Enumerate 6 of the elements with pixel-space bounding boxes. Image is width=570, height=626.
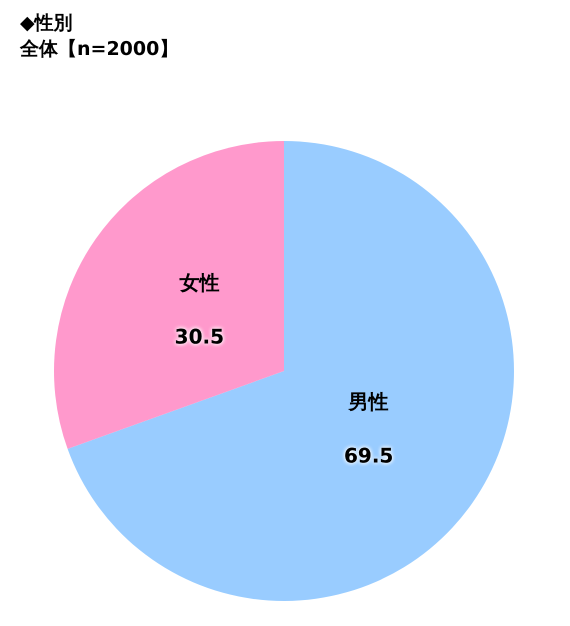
slice-label: 女性 xyxy=(178,270,220,295)
slice-label: 男性 xyxy=(348,390,389,414)
chart-title: ◆性別 xyxy=(20,11,74,36)
chart-subtitle: 全体【n=2000】 xyxy=(20,37,178,62)
data-label: 69.5 xyxy=(344,444,394,468)
data-label: 30.5 xyxy=(174,324,224,349)
